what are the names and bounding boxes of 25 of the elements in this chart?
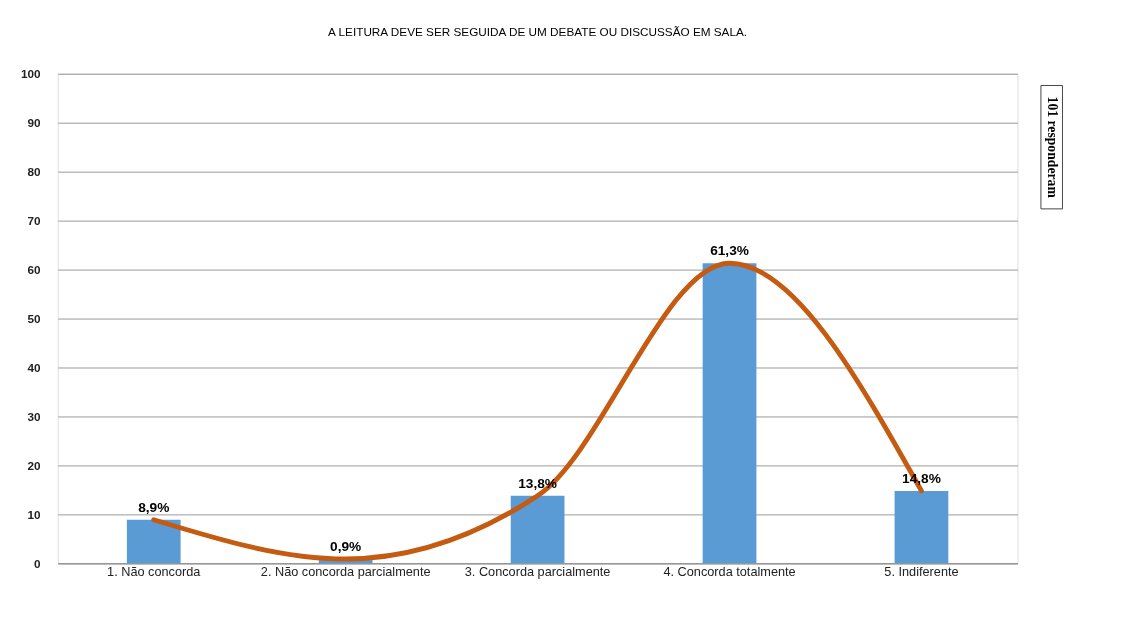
y-tick-label: 60: [27, 262, 42, 276]
y-tick-label: 70: [27, 214, 42, 228]
y-tick-label: 90: [27, 116, 42, 130]
bar: [894, 490, 949, 564]
data-label: 61,3%: [710, 243, 749, 259]
x-tick-label: 3. Concorda parcialmente: [464, 563, 611, 579]
y-tick-label: 100: [21, 67, 42, 81]
data-label: 8,9%: [138, 499, 170, 515]
bar: [702, 263, 757, 564]
x-tick-label: 5. Indiferente: [884, 563, 959, 579]
bar: [126, 519, 181, 564]
data-label: 0,9%: [330, 539, 362, 555]
x-tick-label: 4. Concorda totalmente: [663, 563, 796, 579]
y-tick-label: 30: [27, 409, 42, 423]
x-tick-label: 1. Não concorda: [107, 563, 202, 579]
text: 101 responderam: [1044, 96, 1060, 199]
y-tick-label: 20: [27, 458, 42, 472]
x-tick-label: 2. Não concorda parcialmente: [260, 563, 431, 579]
y-tick-label: 50: [27, 311, 42, 325]
bar: [510, 495, 565, 564]
y-tick-label: 40: [27, 360, 42, 374]
y-tick-label: 10: [27, 507, 42, 521]
y-tick-label: 0: [34, 556, 42, 570]
y-tick-label: 80: [27, 165, 42, 179]
chart-title: A LEITURA DEVE SER SEGUIDA DE UM DEBATE OU DISCUSSÃO EM SALA.: [328, 24, 748, 38]
